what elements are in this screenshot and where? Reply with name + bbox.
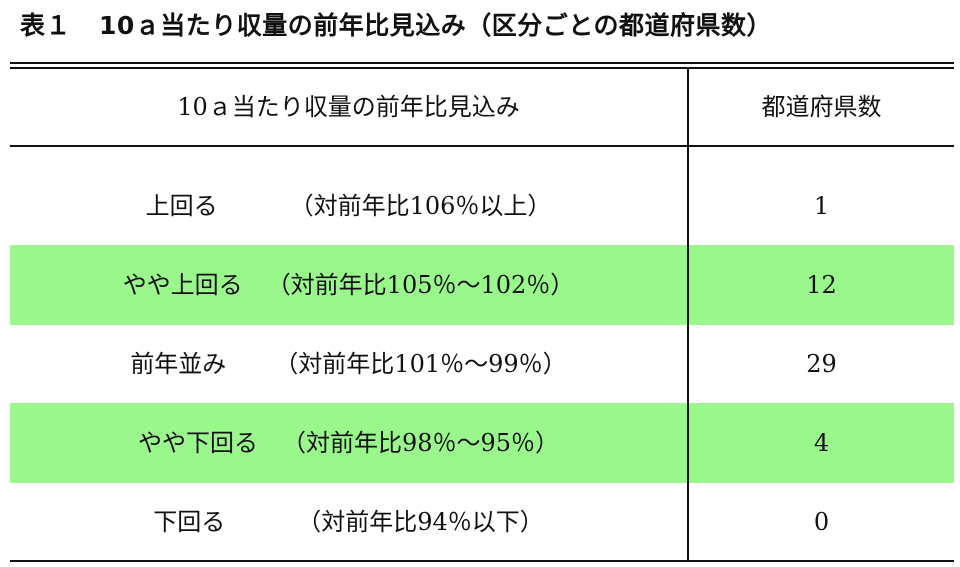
header-rule [10,145,954,147]
row-category: 上回る [145,192,218,220]
table-row: 下回る （対前年比94％以下） 0 [10,482,954,562]
column-divider [687,68,689,561]
row-range: （対前年比105％～102％） [266,271,575,299]
row-highlight [10,245,954,325]
row-category: やや上回る [122,271,243,299]
header-category: 10ａ当たり収量の前年比見込み [177,93,520,121]
row-count: 4 [813,429,830,457]
row-category: やや下回る [137,429,258,457]
row-label: やや下回る （対前年比98％～95％） [10,403,687,483]
header-count: 都道府県数 [761,93,882,121]
table-row: やや下回る （対前年比98％～95％） 4 [10,403,954,483]
row-range: （対前年比98％～95％） [281,429,560,457]
row-category: 前年並み [130,350,227,378]
row-count: 1 [813,192,830,220]
table-title: 表１ 10ａ当たり収量の前年比見込み（区分ごとの都道府県数） [20,6,772,46]
row-range: （対前年比101％～99％） [274,350,567,378]
row-category: 下回る [153,508,226,536]
table-number: 表１ [20,11,72,40]
row-label: 上回る （対前年比106％以上） [10,166,687,246]
table-title-text: 10ａ当たり収量の前年比見込み（区分ごとの都道府県数） [99,11,773,40]
row-label: 前年並み （対前年比101％～99％） [10,324,687,404]
table-row: やや上回る （対前年比105％～102％） 12 [10,245,954,325]
yield-forecast-table: 10ａ当たり収量の前年比見込み 都道府県数 上回る （対前年比106％以上） 1 … [10,62,954,562]
row-label: 下回る （対前年比94％以下） [10,482,687,562]
row-highlight [10,403,954,483]
table-row: 前年並み （対前年比101％～99％） 29 [10,324,954,404]
row-count: 12 [806,271,837,299]
row-label: やや上回る （対前年比105％～102％） [10,245,687,325]
row-range: （対前年比106％以上） [289,192,552,220]
table-top-rule-inner [10,67,954,69]
table-bottom-rule [10,560,954,562]
row-range: （対前年比94％以下） [297,508,544,536]
table-row: 上回る （対前年比106％以上） 1 [10,166,954,246]
row-count: 29 [806,350,837,378]
table-top-rule [10,62,954,64]
row-count: 0 [813,508,830,536]
